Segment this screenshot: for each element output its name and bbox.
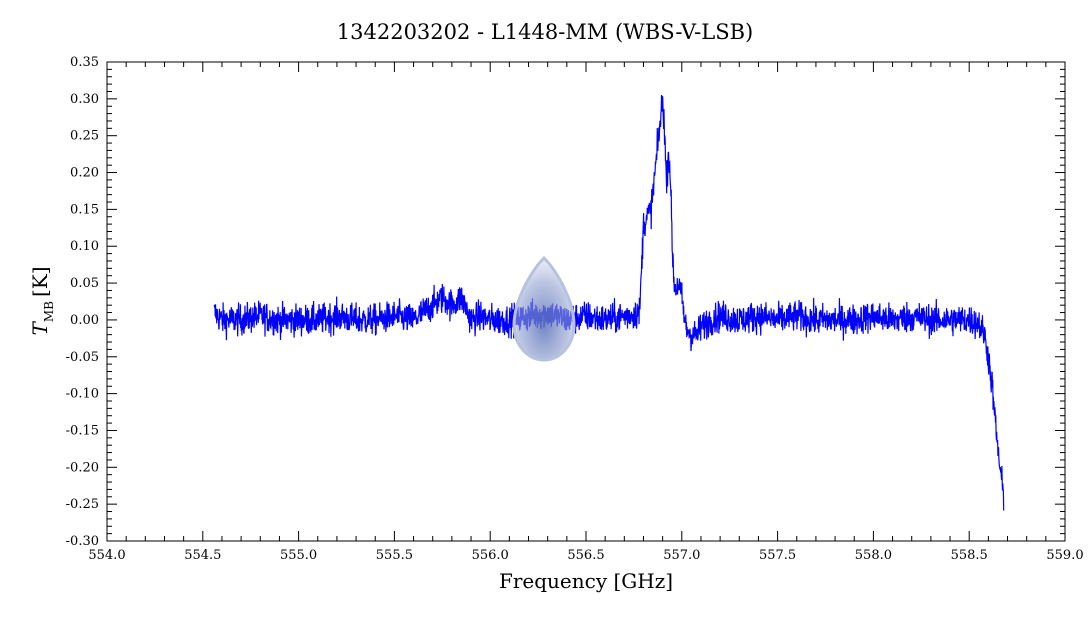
x-tick-label: 558.0	[855, 548, 892, 563]
y-tick-label: -0.25	[66, 497, 99, 512]
y-tick-label: -0.30	[66, 534, 99, 549]
x-tick-label: 555.5	[376, 548, 413, 563]
plot-frame	[106, 61, 1066, 542]
x-tick-label: 556.0	[472, 548, 509, 563]
x-tick-label: 557.0	[663, 548, 700, 563]
y-tick-label: 0.10	[70, 239, 99, 254]
y-tick-label: 0.30	[70, 92, 99, 107]
x-axis-label: Frequency [GHz]	[499, 569, 673, 593]
y-tick-label: -0.20	[66, 460, 99, 475]
svg-text:TMB[K]: TMB [K]	[28, 267, 56, 336]
x-tick-label: 558.5	[951, 548, 988, 563]
y-tick-label: 0.05	[70, 276, 99, 291]
y-tick-label: 0.20	[70, 166, 99, 181]
spectrum-series-line	[213, 95, 1005, 511]
x-tick-label: 556.5	[567, 548, 604, 563]
y-tick-label: -0.15	[66, 423, 99, 438]
y-axis-label-unit: [K]	[28, 267, 52, 298]
x-axis: 554.0 554.5 555.0 555.5 556.0 556.5 557.0 557.5…	[88, 62, 1084, 563]
y-tick-label: -0.10	[66, 387, 99, 402]
y-tick-label: 0.00	[70, 313, 99, 328]
y-axis: 0.35 0.30 0.25 0.20 0.15 0.10 0.05 0.00 -0.05 -0.…	[66, 55, 1065, 549]
x-tick-label: 555.0	[280, 548, 317, 563]
y-tick-label: 0.35	[70, 55, 99, 70]
loading-drop-icon	[512, 255, 576, 362]
y-axis-label-sub: MB	[42, 301, 56, 322]
y-tick-label: -0.05	[66, 350, 99, 365]
y-tick-label: 0.15	[70, 202, 99, 217]
x-tick-label: 559.0	[1046, 548, 1083, 563]
x-tick-label: 554.5	[184, 548, 221, 563]
y-axis-label-main: T	[28, 321, 52, 336]
x-tick-label: 557.5	[759, 548, 796, 563]
y-axis-label: TMB [K]	[28, 267, 56, 336]
y-tick-label: 0.25	[70, 129, 99, 144]
chart-title: 1342203202 - L1448-MM (WBS-V-LSB)	[337, 20, 753, 44]
x-tick-label: 554.0	[88, 548, 125, 563]
